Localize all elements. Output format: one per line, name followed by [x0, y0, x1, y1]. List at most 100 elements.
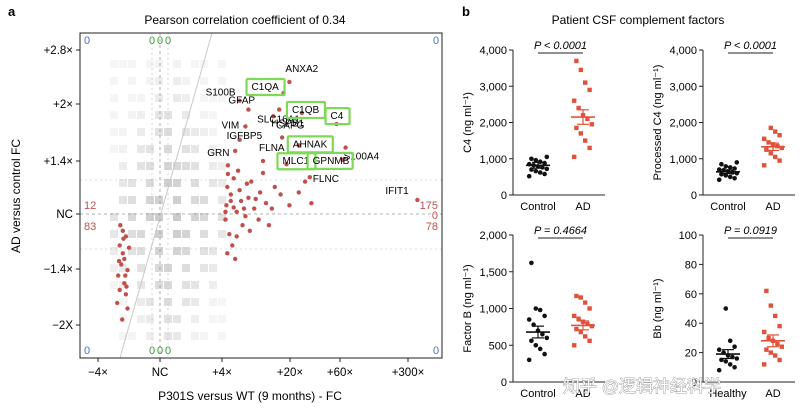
data-point	[583, 334, 588, 339]
data-point	[727, 165, 733, 170]
density-cell	[182, 264, 190, 272]
data-point	[779, 344, 784, 349]
cluster-point	[243, 214, 248, 219]
density-cell	[218, 196, 226, 204]
y-tick-label: 2,000	[479, 118, 507, 130]
density-cell	[146, 332, 154, 340]
y-tick-label: 60	[685, 289, 697, 301]
panel-a-y-axis-label: AD versus control FC	[9, 139, 23, 253]
gene-label-capg: CAPG	[276, 121, 305, 132]
density-cell	[173, 77, 181, 85]
density-cell	[182, 145, 190, 153]
density-cell	[182, 230, 190, 238]
data-point	[572, 343, 577, 348]
y-tick-label: 0	[501, 190, 507, 202]
density-cell	[191, 162, 199, 170]
count-top-green-2: 0	[157, 35, 163, 47]
density-cell	[200, 332, 208, 340]
y-tick-label: 3,000	[479, 81, 507, 93]
quadrant-counts: 0 0 0 0 0 0 0 0 0 0 12 83 175 0 78	[84, 35, 439, 357]
data-point	[574, 293, 579, 299]
y-tick-label: 2,000	[669, 118, 697, 130]
density-cell	[146, 298, 154, 306]
data-point	[587, 338, 592, 343]
density-cell	[128, 77, 136, 85]
data-point	[777, 357, 782, 363]
gene-point-ahnak	[296, 143, 301, 148]
data-point	[537, 170, 543, 175]
gene-label-ifit1: IFIT1	[385, 186, 409, 197]
y-tick-label: +1.4×	[44, 156, 73, 168]
density-cell	[209, 298, 217, 306]
density-cell	[110, 94, 118, 102]
count-right-upper: 175	[420, 200, 438, 212]
y-tick-label: 80	[685, 259, 697, 271]
data-point	[574, 58, 579, 64]
data-point	[727, 174, 733, 180]
data-point	[544, 335, 550, 341]
density-cell	[119, 179, 127, 187]
cluster-point	[240, 223, 245, 228]
negative-point	[116, 273, 121, 278]
y-axis-label: Factor B (ng ml⁻¹)	[462, 264, 474, 352]
gene-point-s100a4	[343, 145, 348, 150]
category-label-control: Control	[520, 388, 555, 400]
negative-point	[126, 245, 132, 250]
density-cell	[200, 213, 208, 221]
gene-point-mlc1	[284, 162, 289, 167]
density-cell	[155, 213, 163, 221]
density-cell	[191, 298, 199, 306]
y-tick-label: 500	[489, 340, 507, 352]
negative-point	[120, 317, 125, 322]
density-cell	[191, 60, 199, 68]
data-point	[766, 140, 771, 145]
data-point	[777, 158, 782, 163]
y-tick-label: 100	[679, 230, 697, 242]
category-label-ad: AD	[765, 201, 780, 213]
cluster-point	[272, 184, 277, 190]
y-tick-label: +2×	[53, 99, 73, 111]
y-tick-label: 40	[685, 318, 697, 330]
gene-label-anxa2: ANXA2	[285, 64, 318, 75]
data-point	[578, 67, 583, 73]
cluster-point	[266, 223, 272, 228]
data-point	[544, 154, 550, 160]
data-point	[587, 87, 592, 93]
density-cell	[155, 230, 163, 238]
cluster-point	[257, 190, 263, 195]
data-point	[734, 160, 740, 165]
data-point	[583, 300, 588, 305]
data-point	[542, 313, 547, 319]
cluster-point	[223, 209, 228, 214]
data-point	[768, 151, 773, 156]
data-point	[762, 163, 767, 168]
y-tick-label: 3,000	[669, 81, 697, 93]
cluster-point	[225, 163, 231, 168]
density-cell	[200, 60, 208, 68]
density-cell	[218, 94, 226, 102]
highlight-box-c1qa	[245, 77, 286, 97]
data-point	[572, 313, 577, 319]
data-point	[734, 356, 740, 361]
data-point	[572, 154, 577, 160]
data-point	[583, 80, 588, 85]
density-cell	[218, 315, 226, 323]
density-cell	[200, 94, 208, 102]
negative-point	[125, 306, 130, 311]
highlight-box-gpnmb	[306, 151, 354, 170]
density-cell	[137, 264, 145, 272]
y-tick-label: 0	[691, 190, 697, 202]
density-cell	[146, 60, 154, 68]
y-tick-label: 4,000	[669, 45, 697, 57]
density-cell	[200, 196, 208, 204]
cluster-point	[253, 196, 258, 202]
negative-point	[117, 287, 122, 293]
category-label-control: Control	[710, 201, 745, 213]
watermark: 知乎 @逻辑神经科学	[563, 377, 721, 396]
cluster-point	[234, 234, 239, 239]
gene-point-s100b	[237, 98, 242, 103]
cluster-point	[269, 206, 274, 211]
density-cell	[137, 128, 145, 136]
density-cell	[209, 111, 217, 119]
